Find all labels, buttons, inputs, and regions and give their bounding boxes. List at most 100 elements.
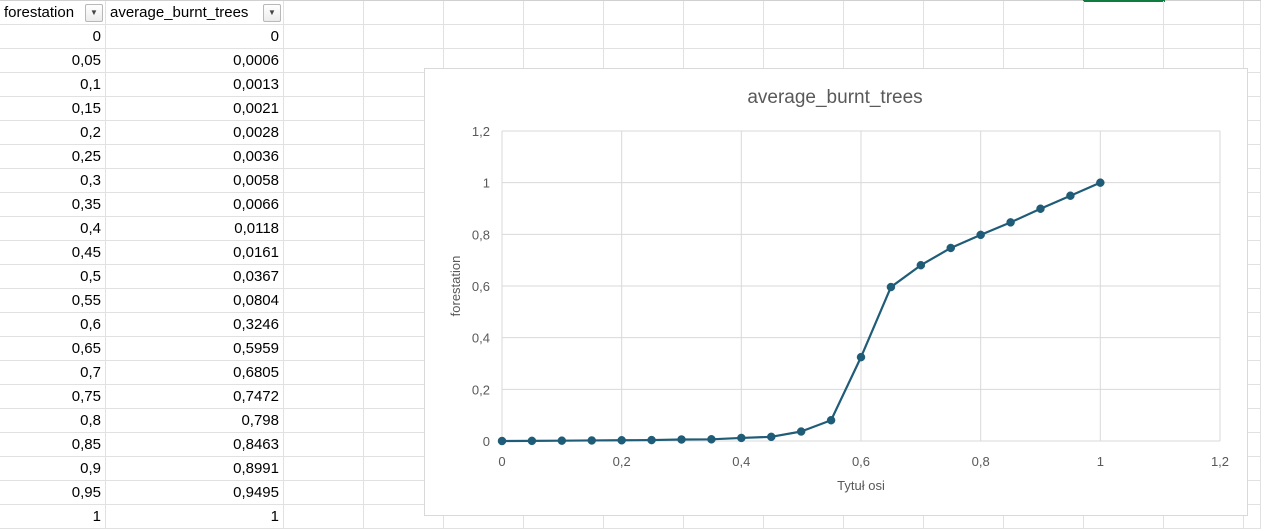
empty-cell[interactable] bbox=[1164, 25, 1244, 49]
cell-average-burnt-trees[interactable]: 0,8463 bbox=[106, 433, 284, 457]
empty-cell[interactable] bbox=[1004, 25, 1084, 49]
cell-forestation[interactable]: 0,75 bbox=[0, 385, 106, 409]
empty-cell[interactable] bbox=[764, 25, 844, 49]
x-tick-label: 0,2 bbox=[613, 454, 631, 469]
empty-cell[interactable] bbox=[284, 361, 364, 385]
data-point bbox=[1036, 204, 1045, 213]
data-point bbox=[617, 436, 626, 445]
empty-cell[interactable] bbox=[844, 1, 924, 25]
empty-cell[interactable] bbox=[284, 313, 364, 337]
empty-cell[interactable] bbox=[284, 289, 364, 313]
cell-average-burnt-trees[interactable]: 0,0367 bbox=[106, 265, 284, 289]
cell-forestation[interactable]: 0,9 bbox=[0, 457, 106, 481]
empty-cell[interactable] bbox=[284, 241, 364, 265]
empty-cell[interactable] bbox=[284, 265, 364, 289]
cell-forestation[interactable]: 0,45 bbox=[0, 241, 106, 265]
cell-forestation[interactable]: 0 bbox=[0, 25, 106, 49]
empty-cell[interactable] bbox=[524, 25, 604, 49]
data-point bbox=[557, 436, 567, 445]
data-point bbox=[886, 282, 896, 292]
empty-cell[interactable] bbox=[844, 25, 924, 49]
cell-average-burnt-trees[interactable]: 0,0036 bbox=[106, 145, 284, 169]
empty-cell[interactable] bbox=[284, 433, 364, 457]
cell-average-burnt-trees[interactable]: 0,7472 bbox=[106, 385, 284, 409]
cell-average-burnt-trees[interactable]: 0,0161 bbox=[106, 241, 284, 265]
cell-forestation[interactable]: 0,05 bbox=[0, 49, 106, 73]
empty-cell[interactable] bbox=[1244, 1, 1261, 25]
empty-cell[interactable] bbox=[604, 1, 684, 25]
cell-average-burnt-trees[interactable]: 0,0006 bbox=[106, 49, 284, 73]
header-cell-forestation[interactable]: forestation ▼ bbox=[0, 1, 106, 25]
cell-forestation[interactable]: 0,2 bbox=[0, 121, 106, 145]
header-cell-average-burnt-trees[interactable]: average_burnt_trees ▼ bbox=[106, 1, 284, 25]
empty-cell[interactable] bbox=[284, 121, 364, 145]
empty-cell[interactable] bbox=[284, 1, 364, 25]
empty-cell[interactable] bbox=[604, 25, 684, 49]
cell-forestation[interactable]: 0,25 bbox=[0, 145, 106, 169]
cell-forestation[interactable]: 0,1 bbox=[0, 73, 106, 97]
cell-forestation[interactable]: 0,3 bbox=[0, 169, 106, 193]
empty-cell[interactable] bbox=[764, 1, 844, 25]
cell-average-burnt-trees[interactable]: 0,0028 bbox=[106, 121, 284, 145]
cell-average-burnt-trees[interactable]: 0,5959 bbox=[106, 337, 284, 361]
empty-cell[interactable] bbox=[1004, 1, 1084, 25]
cell-forestation[interactable]: 0,5 bbox=[0, 265, 106, 289]
empty-cell[interactable] bbox=[284, 337, 364, 361]
empty-cell[interactable] bbox=[364, 49, 444, 73]
cell-forestation[interactable]: 0,65 bbox=[0, 337, 106, 361]
cell-forestation[interactable]: 0,6 bbox=[0, 313, 106, 337]
cell-forestation[interactable]: 0,55 bbox=[0, 289, 106, 313]
empty-cell[interactable] bbox=[524, 1, 604, 25]
empty-cell[interactable] bbox=[284, 169, 364, 193]
cell-average-burnt-trees[interactable]: 0,0021 bbox=[106, 97, 284, 121]
cell-average-burnt-trees[interactable]: 0,0118 bbox=[106, 217, 284, 241]
cell-forestation[interactable]: 0,8 bbox=[0, 409, 106, 433]
empty-cell[interactable] bbox=[924, 25, 1004, 49]
cell-forestation[interactable]: 0,7 bbox=[0, 361, 106, 385]
cell-average-burnt-trees[interactable]: 0,3246 bbox=[106, 313, 284, 337]
cell-average-burnt-trees[interactable]: 0 bbox=[106, 25, 284, 49]
cell-forestation[interactable]: 0,35 bbox=[0, 193, 106, 217]
empty-cell[interactable] bbox=[284, 25, 364, 49]
empty-cell[interactable] bbox=[684, 25, 764, 49]
cell-average-burnt-trees[interactable]: 0,798 bbox=[106, 409, 284, 433]
empty-cell[interactable] bbox=[924, 1, 1004, 25]
cell-forestation[interactable]: 1 bbox=[0, 505, 106, 529]
empty-cell[interactable] bbox=[284, 457, 364, 481]
cell-average-burnt-trees[interactable]: 0,9495 bbox=[106, 481, 284, 505]
filter-dropdown-icon[interactable]: ▼ bbox=[85, 3, 103, 22]
cell-average-burnt-trees[interactable]: 0,0013 bbox=[106, 73, 284, 97]
cell-forestation[interactable]: 0,15 bbox=[0, 97, 106, 121]
empty-cell[interactable] bbox=[1164, 1, 1244, 25]
empty-cell[interactable] bbox=[684, 1, 764, 25]
cell-forestation[interactable]: 0,85 bbox=[0, 433, 106, 457]
empty-cell[interactable] bbox=[1084, 1, 1164, 25]
empty-cell[interactable] bbox=[284, 145, 364, 169]
empty-cell[interactable] bbox=[284, 481, 364, 505]
scatter-chart: 0 0,2 0,4 0,6 0,8 1 1,2 0 0,2 0,4 0,6 0,8 1 1,2 averag… bbox=[448, 87, 1229, 493]
cell-forestation[interactable]: 0,95 bbox=[0, 481, 106, 505]
empty-cell[interactable] bbox=[284, 385, 364, 409]
empty-cell[interactable] bbox=[284, 217, 364, 241]
empty-cell[interactable] bbox=[364, 1, 444, 25]
filter-dropdown-icon[interactable]: ▼ bbox=[263, 3, 281, 22]
empty-cell[interactable] bbox=[284, 49, 364, 73]
empty-cell[interactable] bbox=[284, 193, 364, 217]
empty-cell[interactable] bbox=[284, 409, 364, 433]
cell-average-burnt-trees[interactable]: 0,0804 bbox=[106, 289, 284, 313]
cell-forestation[interactable]: 0,4 bbox=[0, 217, 106, 241]
cell-average-burnt-trees[interactable]: 1 bbox=[106, 505, 284, 529]
chart-container[interactable]: 0 0,2 0,4 0,6 0,8 1 1,2 0 0,2 0,4 0,6 0,8 1 1,2 averag… bbox=[424, 68, 1248, 516]
empty-cell[interactable] bbox=[444, 1, 524, 25]
empty-cell[interactable] bbox=[284, 505, 364, 529]
empty-cell[interactable] bbox=[284, 97, 364, 121]
empty-cell[interactable] bbox=[1244, 25, 1261, 49]
empty-cell[interactable] bbox=[284, 73, 364, 97]
cell-average-burnt-trees[interactable]: 0,0058 bbox=[106, 169, 284, 193]
cell-average-burnt-trees[interactable]: 0,6805 bbox=[106, 361, 284, 385]
empty-cell[interactable] bbox=[444, 25, 524, 49]
empty-cell[interactable] bbox=[1084, 25, 1164, 49]
empty-cell[interactable] bbox=[364, 25, 444, 49]
cell-average-burnt-trees[interactable]: 0,0066 bbox=[106, 193, 284, 217]
cell-average-burnt-trees[interactable]: 0,8991 bbox=[106, 457, 284, 481]
